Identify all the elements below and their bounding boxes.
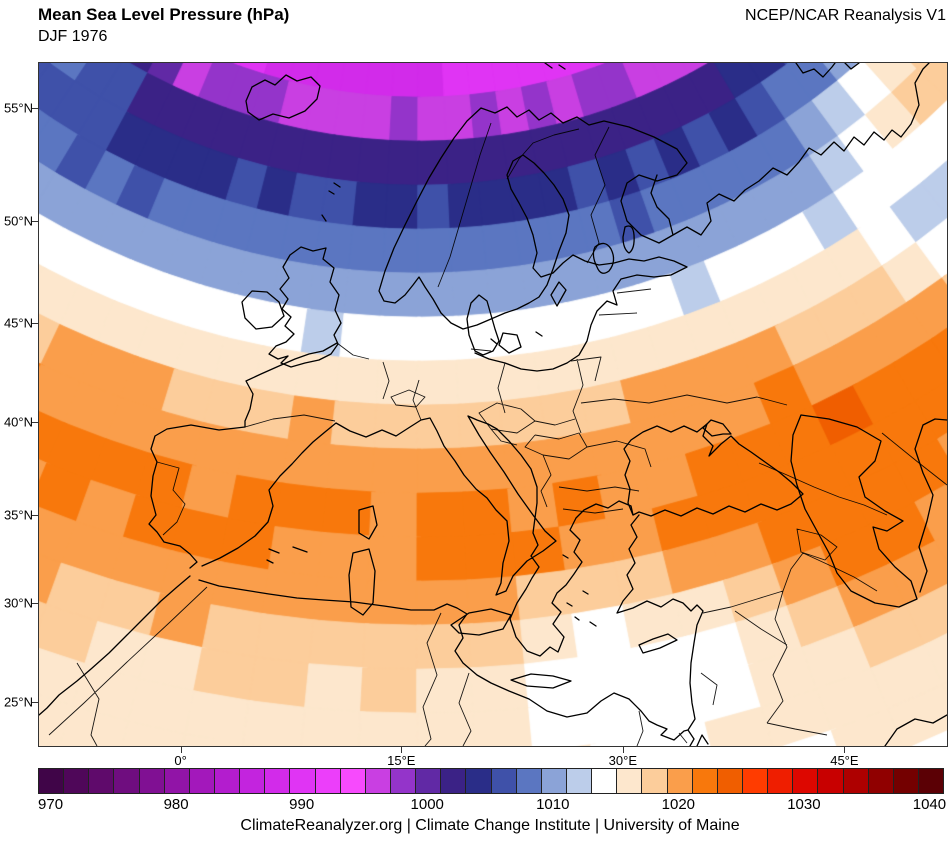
coastline-lakes-ladoga-onega: [592, 225, 635, 274]
colorbar-segment: [667, 769, 693, 793]
colorbar-segment: [240, 769, 266, 793]
lat-tick-label: 35°N: [3, 507, 33, 523]
coastline-persian-gulf: [884, 714, 947, 746]
lat-tick-mark: [32, 422, 39, 424]
colorbar-segment: [516, 769, 542, 793]
lat-tick-label: 55°N: [3, 100, 33, 116]
colorbar-segment: [491, 769, 517, 793]
lon-tick-mark: [622, 747, 624, 753]
colorbar-segment: [390, 769, 417, 793]
colorbar-segment: [64, 769, 90, 793]
coastline-crete: [510, 673, 572, 689]
colorbar-segment: [893, 769, 919, 793]
lon-tick-mark: [401, 747, 403, 753]
lon-tick-label: 30°E: [608, 753, 638, 768]
coastline-azov: [702, 419, 732, 437]
colorbar-segment: [617, 769, 643, 793]
season-label: DJF 1976: [38, 28, 108, 45]
coastline-cyprus: [638, 633, 678, 654]
coastline-ireland: [241, 290, 285, 330]
colorbar-segment: [89, 769, 115, 793]
coastline-iceland: [245, 74, 321, 121]
lat-tick-mark: [32, 603, 39, 605]
colorbar-segment: [214, 769, 241, 793]
colorbar-segment: [868, 769, 894, 793]
colorbar: [38, 768, 944, 794]
colorbar-segment: [793, 769, 819, 793]
coastline-caspian: [790, 414, 947, 608]
colorbar-segment: [466, 769, 492, 793]
colorbar-segment: [39, 769, 65, 793]
colorbar-segment: [315, 769, 341, 793]
colorbar-segment: [265, 769, 291, 793]
colorbar-segment: [365, 769, 391, 793]
coastline-arctic-islands: [544, 63, 860, 78]
colorbar-segment: [189, 769, 215, 793]
coastline-med-islands: [266, 505, 512, 636]
colorbar-segment: [592, 769, 618, 793]
colorbar-tick-label: 1010: [536, 796, 570, 813]
lat-tick-mark: [32, 220, 39, 222]
colorbar-segment: [441, 769, 467, 793]
coastline-denmark: [466, 294, 522, 356]
colorbar-segment: [164, 769, 190, 793]
coastline-gotland-bornholm: [535, 281, 567, 337]
colorbar-segment: [416, 769, 442, 793]
footer-credit: ClimateReanalyzer.org | Climate Change I…: [240, 817, 740, 834]
colorbar-segment: [114, 769, 140, 793]
coastline-overlay: [39, 63, 947, 746]
lat-tick-mark: [32, 108, 39, 110]
coastline-britain: [268, 246, 342, 368]
lat-tick-label: 40°N: [3, 414, 33, 430]
colorbar-segment: [541, 769, 567, 793]
colorbar-tick-label: 1020: [661, 796, 696, 813]
dataset-label: NCEP/NCAR Reanalysis V1: [745, 7, 946, 24]
pressure-map: 55°N 50°N 45°N 40°N 35°N 30°N 25°N 0° 15°E 30°E 45…: [4, 62, 948, 768]
colorbar-tick-label: 1000: [410, 796, 444, 813]
colorbar-tick-label: 1040: [912, 796, 947, 813]
lat-tick-mark: [32, 515, 39, 517]
colorbar-segment: [566, 769, 593, 793]
lat-tick-label: 25°N: [3, 694, 33, 710]
lat-tick-label: 45°N: [3, 315, 33, 331]
lat-tick-mark: [32, 323, 39, 325]
lon-tick-label: 0°: [174, 753, 187, 768]
lon-tick-label: 45°E: [830, 753, 859, 768]
colorbar-tick-label: 980: [163, 796, 189, 813]
colorbar-segment: [290, 769, 316, 793]
lon-tick-mark: [844, 747, 846, 753]
coastline-scandinavia: [378, 63, 930, 372]
colorbar-segment: [139, 769, 165, 793]
lon-tick-label: 15°E: [387, 753, 416, 768]
colorbar-segment: [717, 769, 743, 793]
colorbar-tick-label: 990: [289, 796, 315, 813]
colorbar-segment: [340, 769, 366, 793]
coastlines-layer: [39, 63, 947, 746]
coastline-turkey-levant: [616, 514, 704, 731]
colorbar-segment: [642, 769, 668, 793]
colorbar-segment: [843, 769, 869, 793]
coastline-north-africa: [39, 575, 709, 746]
lat-tick-mark: [32, 702, 39, 704]
lon-tick-mark: [180, 747, 182, 753]
lat-tick-label: 50°N: [3, 213, 33, 229]
page-title: Mean Sea Level Pressure (hPa): [38, 5, 290, 24]
colorbar-segment: [918, 769, 944, 793]
lat-tick-label: 30°N: [3, 595, 33, 611]
coastline-black-sea: [623, 423, 804, 517]
coastline-aegean-islands: [562, 554, 597, 627]
colorbar-tick-label: 1030: [787, 796, 821, 813]
country-borders: [48, 122, 947, 746]
colorbar-segment: [818, 769, 844, 793]
colorbar-segment: [692, 769, 718, 793]
country-borders-layer: [48, 122, 947, 746]
coastline-mainland-west: [148, 342, 634, 657]
coastline-faroe-shetland: [321, 182, 341, 222]
colorbar-segment: [742, 769, 769, 793]
colorbar-tick-label: 970: [38, 796, 64, 813]
colorbar-segment: [768, 769, 794, 793]
